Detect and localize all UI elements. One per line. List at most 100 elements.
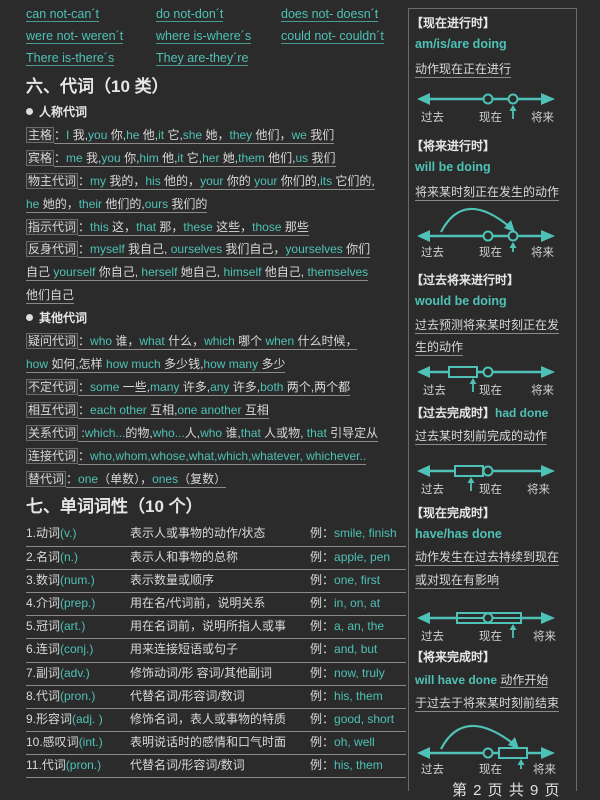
pronoun-row: 疑问代词 ：who 谁，what 什么，which 哪个 when 什么时候， <box>26 330 406 353</box>
part-of-speech-row: 5.冠词(art.) 用在名词前，说明所指人或事 例：a, an, the <box>26 616 406 640</box>
time-point-circle <box>482 465 494 477</box>
pronoun-row: 相互代词 ：each other 互相,one another 互相 <box>26 399 406 422</box>
chinese-meaning: : <box>78 425 85 440</box>
axis-label-future: 将来 <box>531 247 554 259</box>
english-word: who <box>90 334 113 349</box>
abbreviation: (num.) <box>60 572 95 587</box>
english-word: him <box>139 150 159 165</box>
contraction-cell: were not- weren´t <box>26 25 156 47</box>
timeline-diagram <box>417 93 555 119</box>
pronoun-category-label: 指示代词 <box>26 218 79 235</box>
example-words: his, them <box>334 758 383 773</box>
chinese-meaning: 他们， <box>252 127 292 142</box>
contraction-row: were not- weren´t where is-where´s could n… <box>26 25 406 47</box>
definition: 表示数量或顺序 <box>130 572 215 587</box>
english-word: ones <box>152 471 179 486</box>
contraction-cell: could not- couldn´t <box>281 25 384 47</box>
english-word: how many <box>203 356 259 371</box>
chinese-meaning: 它, <box>183 150 203 165</box>
english-word: he <box>126 127 140 142</box>
chinese-meaning: 谁, <box>222 425 241 440</box>
interval-box <box>454 465 484 477</box>
part-of-speech-row: 8.代词(pron.) 代替名词/形容词/数词 例：his, them <box>26 686 406 709</box>
english-word: which <box>204 334 235 349</box>
chinese-meaning: 互相, <box>146 402 178 417</box>
abbreviation: (adv.) <box>60 665 90 680</box>
abbreviation: (prep.) <box>60 595 96 610</box>
pronoun-examples: ：who,whom,whose,what,which,whatever, whi… <box>78 448 367 465</box>
english-word: us <box>295 150 309 165</box>
chinese-meaning: 这， <box>108 219 137 234</box>
example-label: 例： <box>310 665 335 680</box>
section-6-heading: 六、代词（10 类） <box>26 77 169 96</box>
subsection-bullet: 其他代词 <box>26 311 87 325</box>
name-cn: 7.副词 <box>26 665 61 680</box>
name-cn: 6.连词 <box>26 642 61 657</box>
chinese-meaning: ： <box>78 219 91 234</box>
contraction-row: There is-there´s They are-they´re <box>26 47 406 69</box>
arrow-left-icon <box>417 93 430 105</box>
example-label: 例： <box>310 758 335 773</box>
english-word: how <box>26 356 49 371</box>
axis-label-past: 过去 <box>421 247 444 259</box>
pronoun-examples: :which...的物,who...人,who 谁,that 人或物, that… <box>78 425 379 442</box>
contractions-list: can not-can´t do not-don´t does not- doesn… <box>26 3 406 69</box>
english-word: any <box>210 379 230 394</box>
left-column: 人称代词 主格 ：I 我,you 你,he 他,it 它,she 她，they 他们… <box>26 101 406 779</box>
tense-desc: 过去某时刻前完成的动作 <box>415 429 548 445</box>
chinese-meaning: 引导定从 <box>326 425 379 440</box>
pronoun-examples: ：I 我,you 你,he 他,it 它,she 她，they 他们，we 我们 <box>54 127 335 144</box>
example: 例：and, but <box>310 639 406 661</box>
chinese-meaning: ： <box>78 402 91 417</box>
pronoun-examples: ：who 谁，what 什么，which 哪个 when 什么时候， <box>78 334 358 351</box>
pronoun-row: 人称代词 <box>26 101 406 124</box>
example-label: 例： <box>310 572 335 587</box>
time-point-circle <box>482 612 494 624</box>
pronoun-category-label: 反身代词 <box>26 241 79 258</box>
pronoun-category-label: 疑问代词 <box>26 333 79 350</box>
axis-label-past: 过去 <box>421 112 444 124</box>
pronoun-list: 人称代词 主格 ：I 我,you 你,he 他,it 它,she 她，they 他们… <box>26 101 406 490</box>
contraction-item: could not- couldn´t <box>281 29 384 44</box>
english-word: they <box>229 127 253 142</box>
arrow-left-icon <box>417 747 430 759</box>
english-word: I <box>66 127 70 142</box>
chinese-meaning: 那些 <box>281 219 309 234</box>
example-label: 例： <box>310 595 335 610</box>
chinese-meaning: 你, <box>120 150 140 165</box>
definition: 表示人和事物的总称 <box>130 549 239 564</box>
contraction-item: do not-don´t <box>156 7 224 22</box>
pronoun-examples: 他们自己 <box>26 288 75 305</box>
chinese-meaning: 他的， <box>160 173 201 188</box>
definition: 用在名/代词前，说明关系 <box>130 595 266 610</box>
tense-form-line: will have done 动作开始 <box>415 671 549 688</box>
english-word: yourself <box>53 265 96 280</box>
english-word: your <box>254 173 278 188</box>
definition: 代替名词/形容词/数词 <box>130 758 245 773</box>
part-of-speech-row: 1.动词(v.) 表示人或事物的动作/状态 例：smile, finish <box>26 523 406 547</box>
arrow-up-icon <box>509 624 517 630</box>
arrow-left-icon <box>417 465 430 477</box>
example-words: his, them <box>334 688 383 703</box>
chinese-meaning: ： <box>66 471 79 486</box>
name-cn: 4.介词 <box>26 595 61 610</box>
pronoun-row: 其他代词 <box>26 307 406 330</box>
axis-label-now: 现在 <box>479 247 502 259</box>
pronoun-row: 替代词 ：one（单数），ones（复数） <box>26 468 406 491</box>
time-point-circle <box>482 230 494 242</box>
chinese-meaning: ： <box>78 242 91 257</box>
pronoun-category-label: 替代词 <box>26 470 67 487</box>
chinese-meaning: 他, <box>139 127 159 142</box>
part-of-speech-row: 6.连词(conj.) 用来连接短语或句子 例：and, but <box>26 639 406 663</box>
pronoun-row: 不定代词 ：some 一些,many 许多,any 许多,both 两个,两个都 <box>26 376 406 399</box>
pronoun-row: 指示代词 ：this 这，that 那，these 这些，those 那些 <box>26 216 406 239</box>
pronoun-row: 自己 yourself 你自己, herself 她自己, himself 他自… <box>26 261 406 284</box>
chinese-meaning: 他们自己 <box>26 288 75 303</box>
english-word: who... <box>152 425 185 440</box>
timeline-diagram <box>417 366 555 392</box>
example-words: and, but <box>334 642 378 657</box>
chinese-meaning: 这些， <box>212 219 253 234</box>
pronoun-examples: ：this 这，that 那，these 这些，those 那些 <box>78 219 309 236</box>
tense-title: 【将来完成时】 <box>411 650 496 664</box>
axis-label-past: 过去 <box>421 631 444 643</box>
